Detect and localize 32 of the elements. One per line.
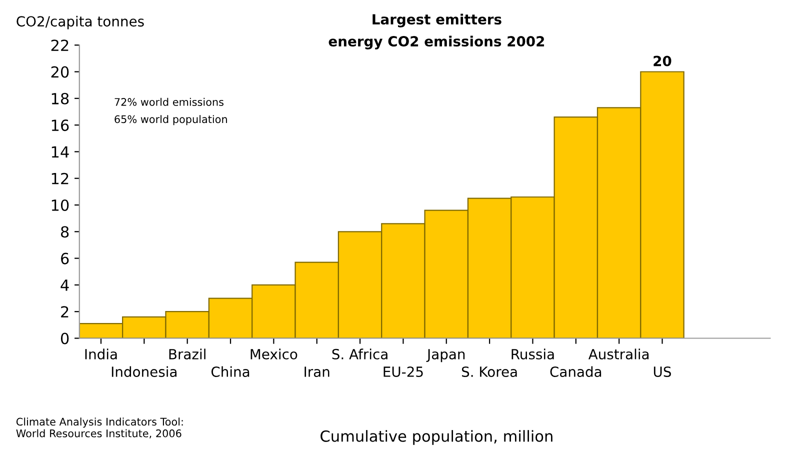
y-axis-title: CO2/capita tonnes [16,16,144,30]
chart-title: Largest emitters energy CO2 emissions 2002 [328,14,544,50]
y-tick-label: 20 [51,66,69,78]
x-tick-label: Australia [588,348,649,360]
y-tick-label: 6 [61,252,69,264]
data-label: 20 [654,56,672,66]
annotation: 72% world emissions 65% world population [114,98,227,126]
x-tick-label: Canada [550,366,602,378]
x-tick-label: Russia [512,348,554,360]
y-tick-label: 22 [51,40,68,51]
y-tick-label: 8 [60,226,69,238]
x-tick-label: Iran [304,366,330,378]
x-tick-label: US [654,366,671,378]
x-tick-label: EU-25 [384,366,423,378]
text: Climate Analysis Indicators Tool: World Resources Institute, 2006 [16,418,183,438]
x-tick-label: Mexico [250,348,298,360]
y-tick-label: 4 [60,280,69,291]
x-axis-title: Cumulative population, million [320,430,552,445]
x-tick-label: China [211,366,250,378]
y-tick-label: 14 [52,146,69,158]
y-tick-label: 16 [52,120,69,132]
y-tick-label: 12 [52,172,68,184]
x-tick-label: S. Africa [332,348,388,360]
y-tick-label: 18 [52,92,69,104]
y-tick-label: 0 [60,332,69,344]
x-tick-label: S. Korea [462,366,517,378]
x-tick-label: Japan [426,349,465,362]
x-tick-label: Brazil [169,348,206,360]
x-tick-label: India [85,348,117,360]
y-tick-label: 2 [61,306,68,318]
y-tick-label: 10 [52,199,69,212]
x-tick-label: Indonesia [112,366,176,378]
